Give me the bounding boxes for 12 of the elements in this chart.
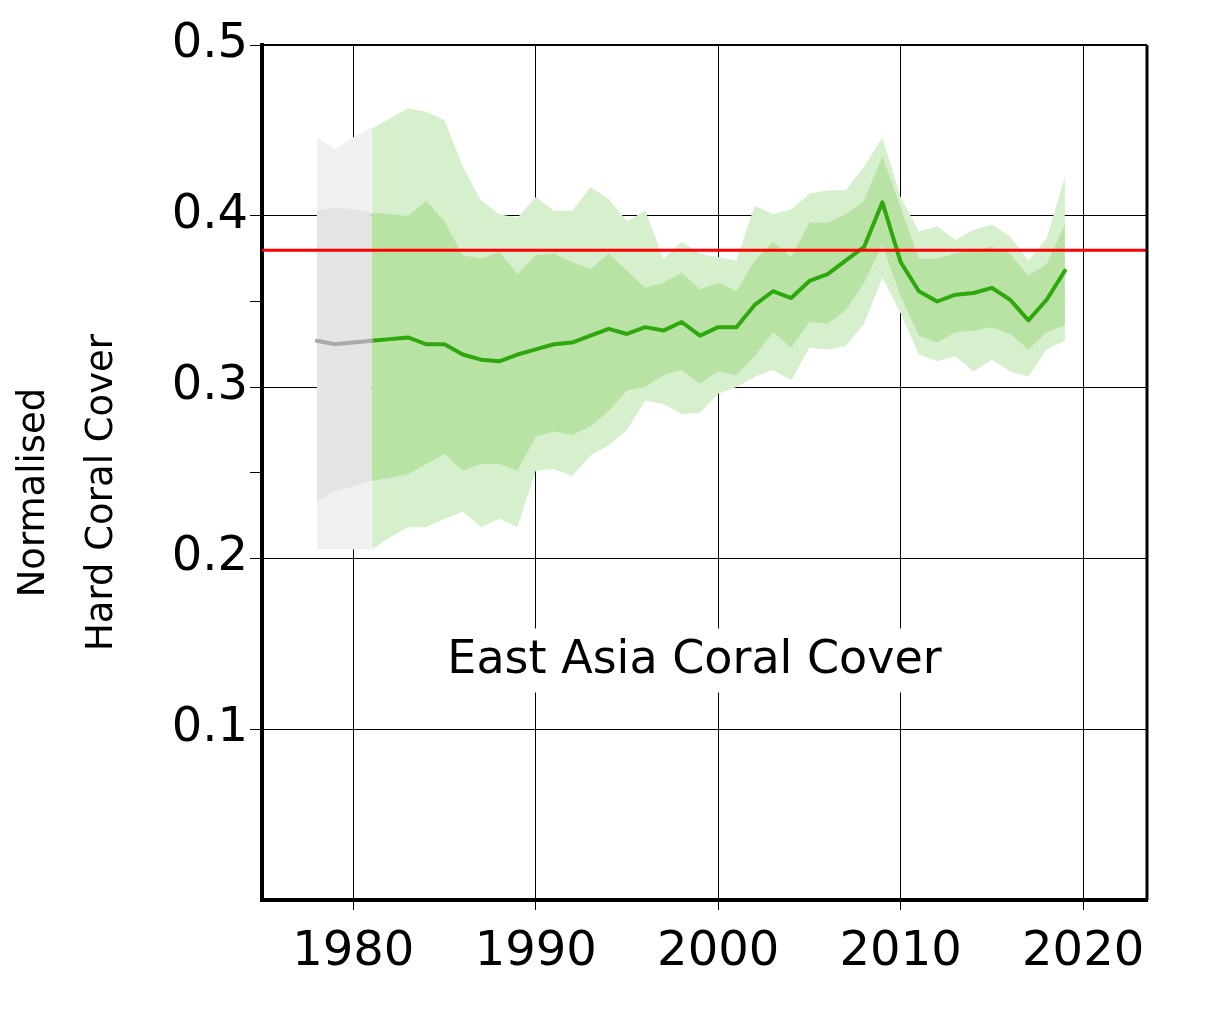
y-tick-label: 0.3 — [171, 354, 248, 411]
x-tick-label: 1980 — [292, 920, 415, 977]
y-tick-label: 0.1 — [171, 696, 248, 753]
x-tick-label: 2000 — [657, 920, 780, 977]
y-tick-label: 0.2 — [171, 525, 248, 582]
x-tick-label: 2020 — [1022, 920, 1145, 977]
y-axis-title: Normalised Hard Coral Cover — [9, 333, 121, 652]
x-tick-label: 1990 — [474, 920, 597, 977]
x-tick-label: 2010 — [839, 920, 962, 977]
text: East Asia Coral Cover — [447, 629, 942, 684]
y-tick-label: 0.4 — [171, 183, 248, 240]
y-tick-label: 0.5 — [171, 12, 248, 69]
